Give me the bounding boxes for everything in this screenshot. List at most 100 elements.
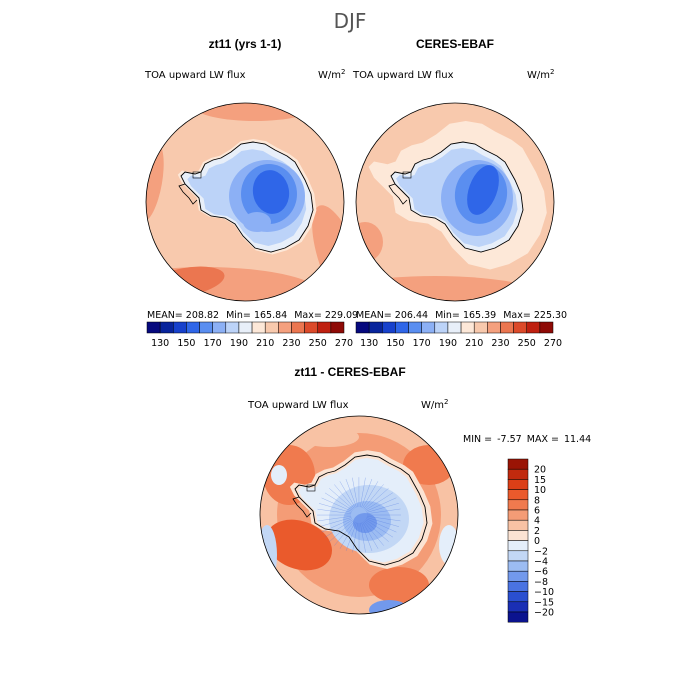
field-contour [243, 212, 271, 232]
units-label: W/m2 [527, 68, 554, 81]
colorbar-cell [251, 321, 266, 334]
stats-line: MIN = -7.57 MAX = 11.44 [463, 434, 591, 445]
colorbar-cell [238, 321, 253, 334]
colorbar-tick-label: 190 [439, 338, 457, 349]
field-streak [329, 488, 354, 510]
panel-model: zt11 (yrs 1-1) TOA upward LW flux W/m2 M… [144, 37, 358, 349]
coastline [388, 183, 408, 205]
colorbar-tick-label: 170 [204, 338, 222, 349]
field-contour [467, 165, 499, 215]
colorbar-tick-label: 190 [230, 338, 248, 349]
field-streak [339, 522, 356, 549]
field-contour [356, 222, 383, 262]
colorbar-cell [507, 540, 529, 552]
field-streak [365, 519, 394, 538]
colorbar-cell [507, 560, 529, 572]
field-streak [345, 522, 357, 552]
field-streak [321, 497, 352, 512]
colorbar-cell [526, 321, 541, 334]
colorbar-tick-label: 250 [309, 338, 327, 349]
colorbar-tick-label: −4 [534, 557, 548, 568]
colorbar-tick-label: 270 [335, 338, 353, 349]
colorbar-tick-label: 2 [534, 526, 540, 537]
colorbar-cell [507, 581, 529, 592]
panel-diff: zt11 - CERES-EBAF TOA upward LW flux W/m… [247, 365, 591, 623]
field-streak [366, 518, 397, 533]
field-contour [369, 600, 409, 614]
field-streak [366, 503, 399, 513]
coastline [306, 484, 316, 492]
colorbar-cell [500, 321, 514, 334]
colorbar-cell [507, 509, 529, 521]
units-label: W/m2 [318, 68, 345, 81]
colorbar-cell [330, 321, 345, 334]
colorbar-cell [507, 458, 529, 470]
colorbar-tick-label: 130 [151, 338, 169, 349]
field-contour [369, 567, 429, 603]
colorbar-tick-label: 15 [534, 475, 546, 486]
field-streak [362, 481, 379, 508]
colorbar-tick-label: 10 [534, 485, 546, 496]
page-title: DJF [334, 9, 367, 33]
coastline [192, 171, 202, 179]
colorbar-tick-label: 150 [386, 338, 404, 349]
field-streak [364, 520, 389, 542]
colorbar-tick-label: −6 [534, 567, 548, 578]
colorbar-cell [291, 321, 305, 334]
variable-label: TOA upward LW flux [352, 70, 454, 81]
field-streak [319, 517, 352, 527]
field-streak [317, 516, 352, 522]
colorbar-tick-label: 210 [465, 338, 483, 349]
colorbar-cell [507, 519, 529, 531]
field-streak [352, 477, 358, 508]
field-streak [317, 508, 352, 514]
field-streak [366, 508, 401, 514]
colorbar-cell [434, 321, 449, 334]
field-streak [361, 478, 373, 508]
field-streak [364, 488, 389, 510]
colorbar-cell [507, 530, 529, 541]
field-contour [195, 103, 315, 121]
field-contour [252, 170, 290, 214]
colorbar-cell [264, 321, 279, 334]
colorbar-cell [212, 321, 227, 334]
panel-title: zt11 - CERES-EBAF [294, 365, 405, 379]
colorbar-tick-label: 250 [518, 338, 536, 349]
colorbar-tick-label: 4 [534, 516, 540, 527]
colorbar-cell [173, 321, 187, 334]
stats-line: MEAN= 206.44 Min= 165.39 Max= 225.30 [356, 310, 567, 321]
colorbar-cell [317, 321, 332, 334]
field-streak [352, 522, 358, 553]
colorbar-tick-label: −10 [534, 587, 554, 598]
colorbar-cell [507, 550, 529, 562]
coastline [402, 171, 412, 179]
colorbar-tick-label: 270 [544, 338, 562, 349]
field-streak [363, 484, 384, 509]
colorbar-cell [447, 321, 462, 334]
field-streak [345, 479, 357, 508]
field-contour [439, 525, 458, 565]
field-contour [260, 525, 277, 585]
coastline [178, 183, 198, 205]
colorbar-cell [460, 321, 475, 334]
colorbar-cell [199, 321, 213, 334]
variable-label: TOA upward LW flux [144, 70, 246, 81]
colorbar-tick-label: 0 [534, 536, 540, 547]
field-streak [334, 521, 355, 546]
field-streak [324, 492, 353, 511]
field-streak [321, 518, 352, 533]
map-boundary [259, 415, 459, 615]
colorbar-tick-label: 6 [534, 506, 540, 517]
colorbar-tick-label: −15 [534, 597, 554, 608]
field-contour [146, 142, 164, 222]
field-contour [266, 519, 332, 571]
colorbar-cell [395, 321, 409, 334]
field-streak [361, 522, 373, 552]
colorbar-tick-label: −20 [534, 608, 554, 619]
colorbar-cell [278, 321, 292, 334]
colorbar-cell [186, 321, 200, 334]
panel-obs: CERES-EBAF TOA upward LW flux W/m2 MEAN=… [352, 37, 567, 349]
colorbar-cell [507, 611, 529, 623]
